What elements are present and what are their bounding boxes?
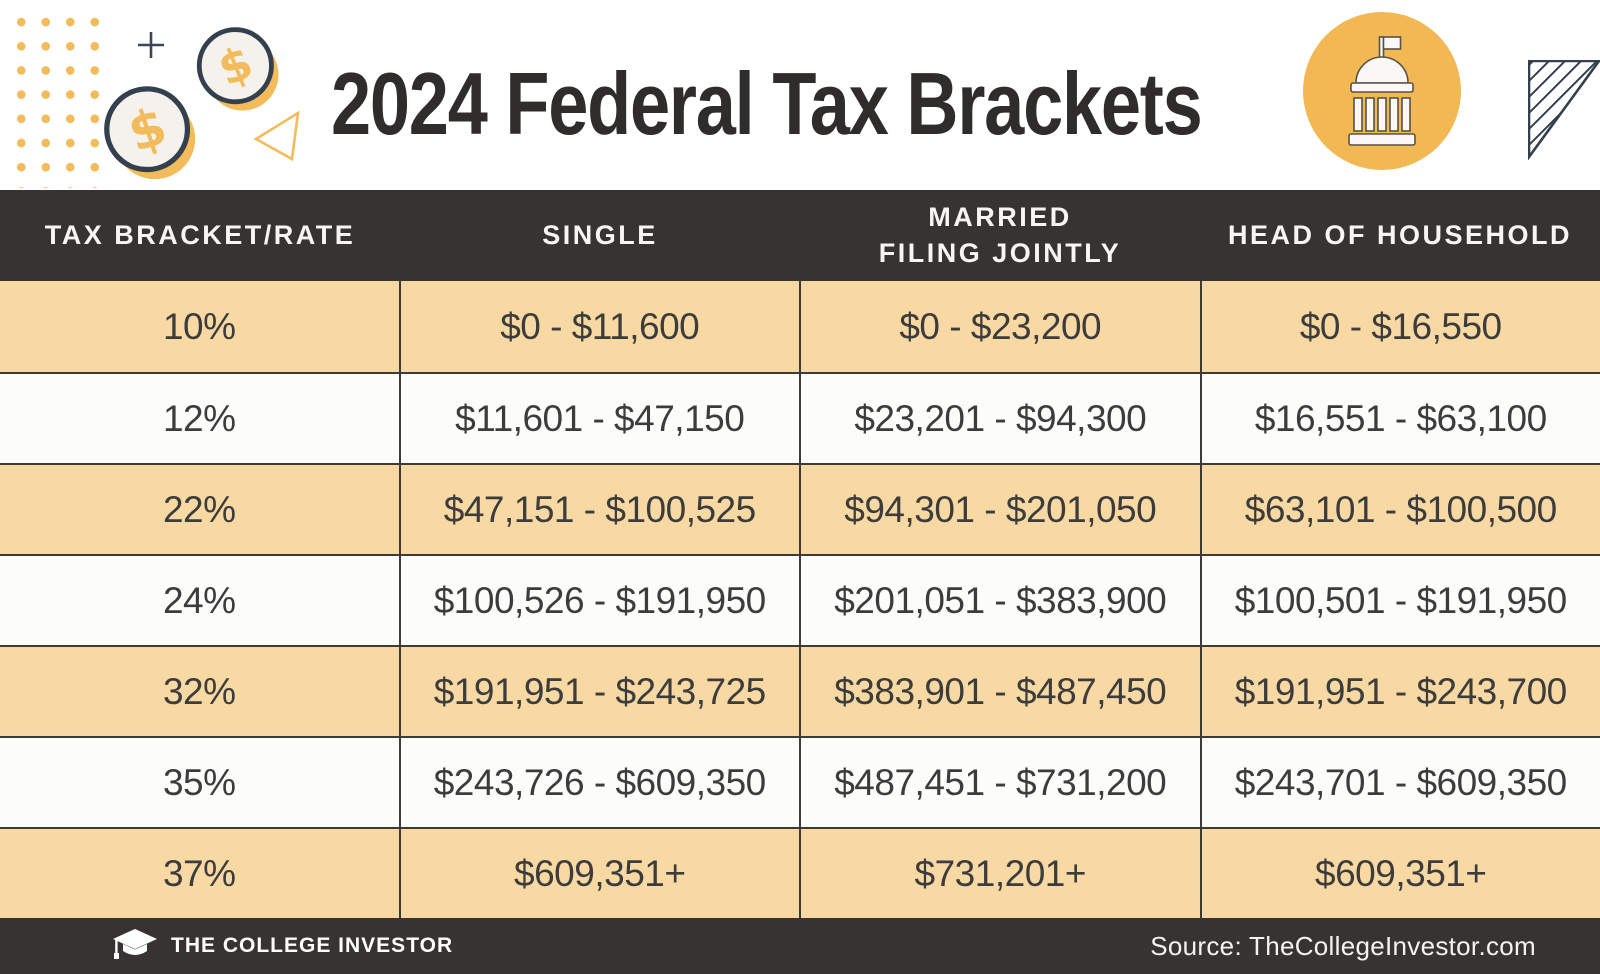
cell-rate: 24% — [162, 579, 236, 621]
plus-icon — [138, 32, 164, 58]
cell-married: $383,901 - $487,450 — [799, 647, 1200, 736]
table-row: 24% $100,526 - $191,950 $201,051 - $383,… — [0, 554, 1600, 645]
column-header-hoh: HEAD OF HOUSEHOLD — [1200, 190, 1600, 281]
cell-single: $0 - $11,600 — [398, 281, 800, 372]
column-header-single: SINGLE — [400, 190, 800, 281]
cell-single: $11,601 - $47,150 — [398, 374, 800, 463]
table-row: 37% $609,351+ $731,201+ $609,351+ — [0, 827, 1600, 918]
column-header-label: MARRIED — [928, 202, 1072, 233]
cell-rate: 10% — [162, 305, 236, 347]
graduation-cap-icon — [113, 929, 157, 959]
cell-single: $100,526 - $191,950 — [398, 556, 800, 645]
column-header-married: MARRIED FILING JOINTLY — [800, 190, 1200, 281]
cell-married: $201,051 - $383,900 — [799, 556, 1200, 645]
triangle-outline-icon — [253, 110, 300, 162]
cell-single: $47,151 - $100,525 — [398, 465, 800, 554]
dollar-coin-icon: $ — [196, 27, 279, 111]
column-header-label: SINGLE — [542, 219, 658, 250]
cell-rate: 32% — [162, 670, 236, 712]
cell-married: $731,201+ — [799, 829, 1200, 918]
dot-grid — [5, 6, 100, 188]
brand-name: THE COLLEGE INVESTOR — [171, 934, 454, 957]
column-header-label: FILING JOINTLY — [878, 237, 1122, 268]
cell-hoh: $63,101 - $100,500 — [1199, 465, 1600, 554]
cell-hoh: $100,501 - $191,950 — [1199, 556, 1600, 645]
footer-bar: THE COLLEGE INVESTOR Source: TheCollegeI… — [0, 918, 1600, 974]
cell-married: $0 - $23,200 — [799, 281, 1200, 372]
column-header-label: TAX BRACKET/RATE — [44, 219, 356, 250]
table-row: 10% $0 - $11,600 $0 - $23,200 $0 - $16,5… — [0, 281, 1600, 372]
source-credit: Source: TheCollegeInvestor.com — [1150, 930, 1536, 961]
cell-rate: 12% — [162, 397, 236, 439]
column-header-label: HEAD OF HOUSEHOLD — [1227, 219, 1572, 250]
cell-hoh: $609,351+ — [1199, 829, 1600, 918]
cell-hoh: $243,701 - $609,350 — [1199, 738, 1600, 827]
table-header-row: TAX BRACKET/RATE SINGLE MARRIED FILING J… — [0, 190, 1600, 281]
cell-single: $609,351+ — [398, 829, 800, 918]
header-band: $ $ 2024 Federal Tax Brackets — [0, 0, 1600, 190]
table-row: 32% $191,951 - $243,725 $383,901 - $487,… — [0, 645, 1600, 736]
table-row: 22% $47,151 - $100,525 $94,301 - $201,05… — [0, 463, 1600, 554]
cell-rate: 37% — [162, 852, 236, 894]
table-body: 10% $0 - $11,600 $0 - $23,200 $0 - $16,5… — [0, 281, 1600, 918]
table-row: 35% $243,726 - $609,350 $487,451 - $731,… — [0, 736, 1600, 827]
cell-rate: 35% — [162, 761, 236, 803]
cell-hoh: $191,951 - $243,700 — [1199, 647, 1600, 736]
dollar-coin-icon: $ — [104, 86, 196, 180]
cell-single: $243,726 - $609,350 — [398, 738, 800, 827]
cell-married: $23,201 - $94,300 — [799, 374, 1200, 463]
capitol-building-icon — [1303, 12, 1461, 170]
cell-married: $487,451 - $731,200 — [799, 738, 1200, 827]
page-title: 2024 Federal Tax Brackets — [331, 54, 1203, 153]
cell-married: $94,301 - $201,050 — [799, 465, 1200, 554]
hatched-triangle-icon — [1528, 60, 1600, 160]
brand-logo: THE COLLEGE INVESTOR — [112, 927, 453, 965]
table-row: 12% $11,601 - $47,150 $23,201 - $94,300 … — [0, 372, 1600, 463]
cell-rate: 22% — [162, 488, 236, 530]
cell-single: $191,951 - $243,725 — [398, 647, 800, 736]
cell-hoh: $16,551 - $63,100 — [1199, 374, 1600, 463]
column-header-rate: TAX BRACKET/RATE — [0, 190, 400, 281]
cell-hoh: $0 - $16,550 — [1199, 281, 1600, 372]
